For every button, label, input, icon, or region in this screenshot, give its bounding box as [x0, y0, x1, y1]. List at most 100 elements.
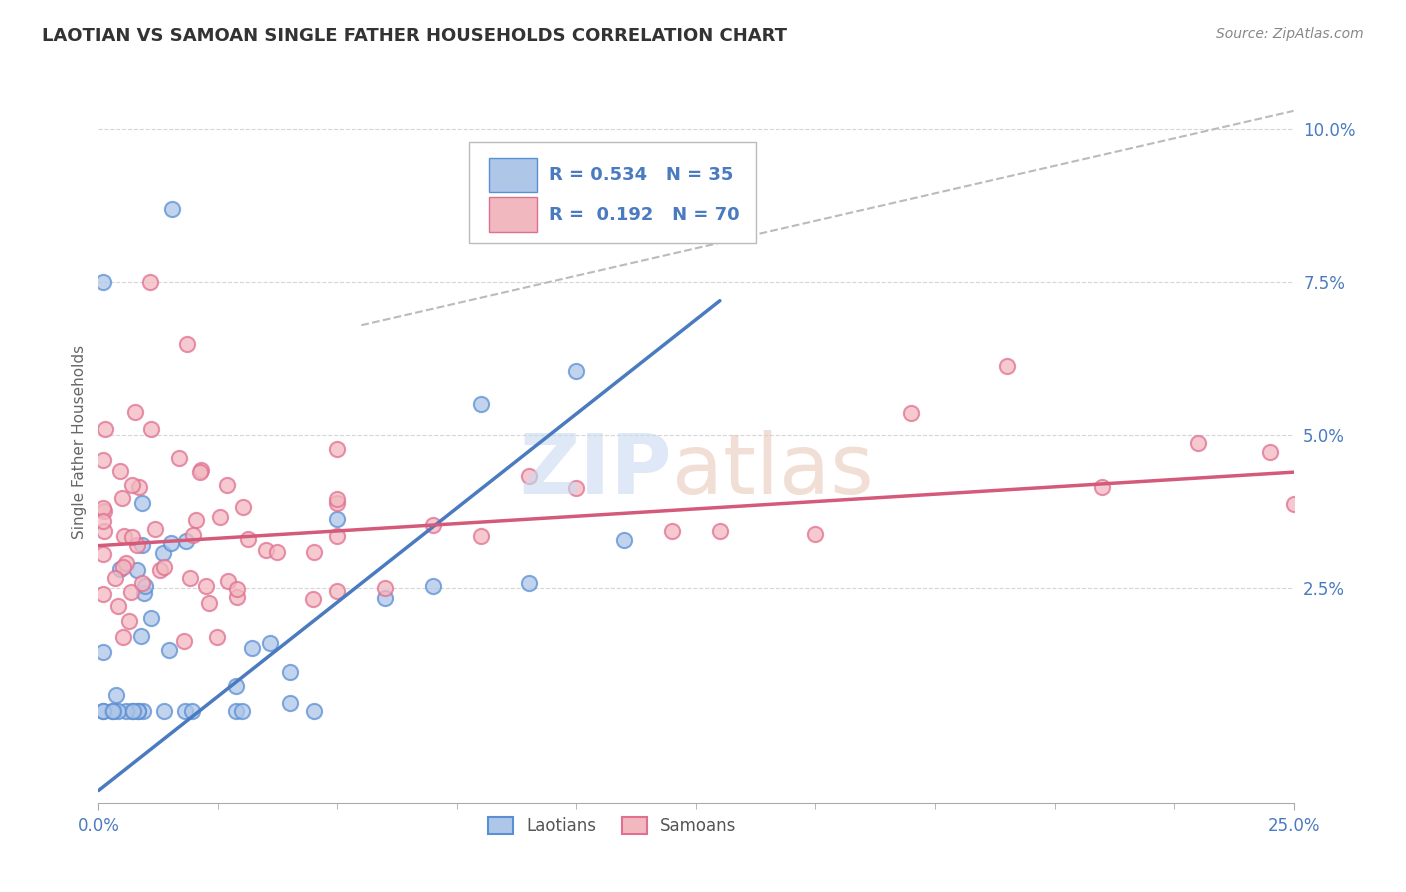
Point: [278, 665, 301, 679]
Point: [1258, 444, 1281, 458]
Point: [422, 518, 444, 533]
Point: [226, 591, 249, 605]
Point: [517, 468, 540, 483]
Point: [302, 704, 325, 718]
Point: [125, 563, 148, 577]
Point: [174, 534, 197, 549]
Point: [173, 633, 195, 648]
Point: [127, 704, 149, 718]
Point: [103, 704, 125, 718]
Point: [302, 592, 325, 607]
Point: [226, 582, 249, 597]
Point: [1282, 496, 1305, 510]
Point: [124, 405, 146, 419]
Text: Source: ZipAtlas.com: Source: ZipAtlas.com: [1216, 27, 1364, 41]
Point: [134, 579, 156, 593]
FancyBboxPatch shape: [489, 197, 537, 232]
Point: [176, 336, 198, 351]
Point: [254, 543, 277, 558]
Point: [127, 704, 149, 718]
Point: [143, 522, 166, 536]
Point: [121, 530, 143, 544]
Point: [174, 704, 197, 718]
Point: [183, 528, 205, 542]
Point: [197, 596, 219, 610]
Text: R = 0.534   N = 35: R = 0.534 N = 35: [548, 166, 734, 184]
Point: [132, 586, 155, 600]
Point: [278, 696, 301, 710]
Point: [152, 704, 174, 718]
Point: [231, 704, 253, 718]
Point: [900, 406, 922, 420]
Point: [188, 465, 211, 479]
Point: [613, 533, 636, 548]
Point: [93, 524, 115, 538]
Point: [101, 704, 124, 718]
Point: [115, 557, 138, 571]
Point: [302, 545, 325, 559]
Point: [190, 463, 212, 477]
Text: R =  0.192   N = 70: R = 0.192 N = 70: [548, 206, 740, 224]
Point: [91, 452, 114, 467]
Point: [326, 529, 349, 543]
Point: [180, 704, 202, 718]
Point: [91, 645, 114, 659]
Point: [131, 538, 153, 552]
FancyBboxPatch shape: [470, 142, 756, 243]
Point: [115, 704, 138, 718]
Point: [209, 509, 232, 524]
Point: [107, 599, 129, 613]
Point: [995, 359, 1018, 374]
Point: [91, 587, 114, 601]
Point: [108, 465, 131, 479]
Point: [517, 575, 540, 590]
Point: [326, 442, 349, 456]
Point: [1091, 480, 1114, 494]
Point: [225, 679, 247, 693]
Point: [105, 689, 128, 703]
Point: [160, 202, 183, 216]
Point: [131, 496, 153, 510]
Point: [120, 585, 142, 599]
Point: [194, 579, 217, 593]
Point: [91, 501, 114, 516]
Point: [259, 636, 281, 650]
Point: [132, 704, 155, 718]
Point: [139, 610, 162, 624]
Point: [107, 704, 129, 718]
Point: [112, 529, 135, 543]
Point: [179, 571, 201, 585]
Point: [565, 482, 588, 496]
Point: [236, 532, 259, 546]
Point: [152, 560, 174, 574]
Point: [374, 581, 396, 595]
Point: [118, 614, 141, 628]
Point: [111, 630, 134, 644]
Point: [157, 642, 180, 657]
Point: [266, 545, 288, 559]
Point: [149, 563, 172, 577]
Point: [122, 704, 145, 718]
Point: [91, 514, 114, 528]
Point: [709, 524, 731, 538]
Point: [152, 546, 174, 560]
Point: [565, 364, 588, 378]
Point: [139, 276, 162, 290]
Point: [128, 480, 150, 494]
Point: [131, 576, 153, 591]
Point: [139, 422, 162, 436]
Point: [1187, 436, 1209, 450]
Text: atlas: atlas: [672, 430, 873, 511]
Point: [470, 529, 492, 543]
Point: [661, 524, 683, 538]
Point: [121, 704, 143, 718]
Point: [91, 547, 114, 561]
Point: [232, 500, 254, 514]
Point: [159, 536, 181, 550]
Point: [111, 559, 134, 574]
Legend: Laotians, Samoans: Laotians, Samoans: [482, 810, 742, 841]
Point: [129, 629, 152, 643]
Point: [91, 704, 114, 718]
Point: [470, 397, 492, 411]
Point: [240, 640, 263, 655]
